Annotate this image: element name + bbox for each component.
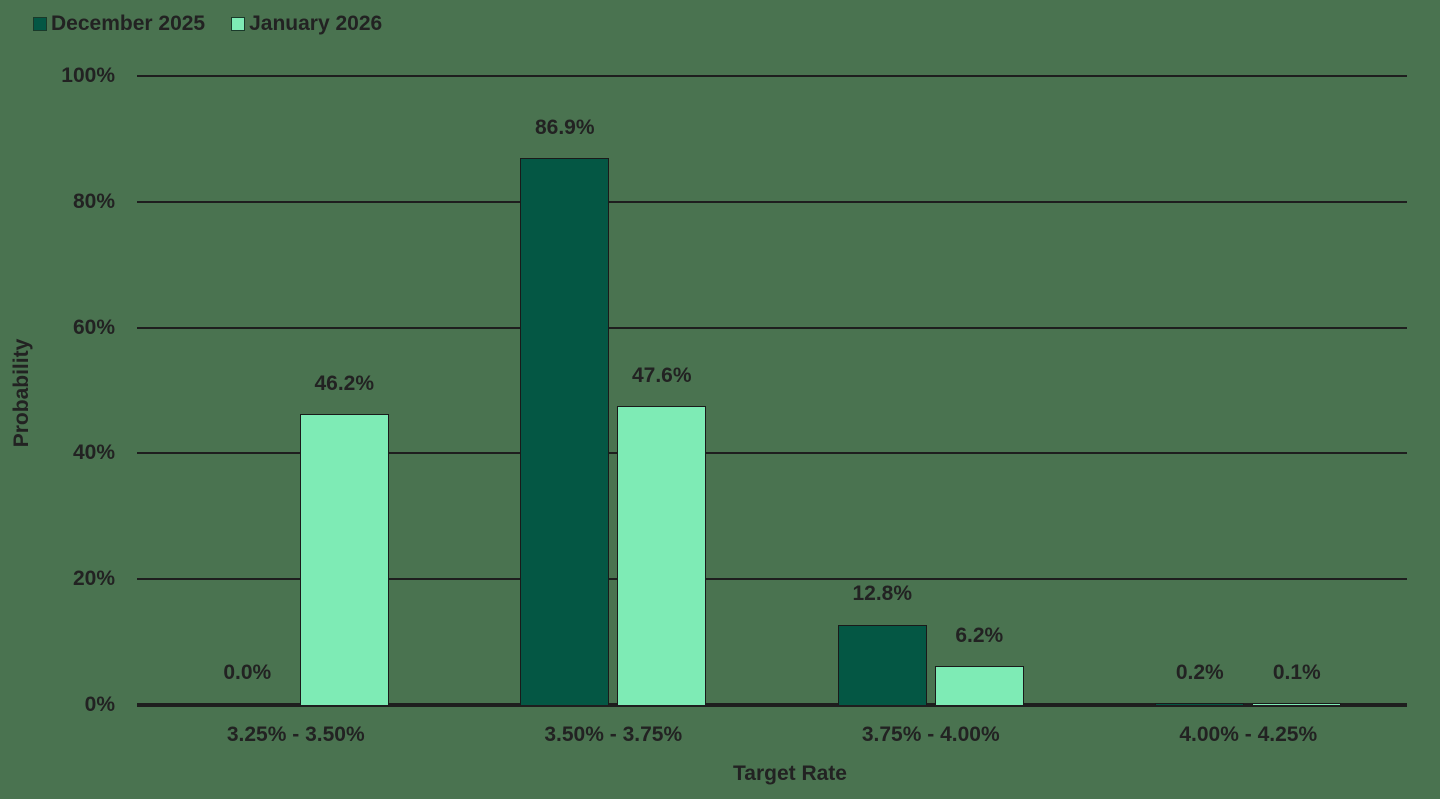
bar-value-label: 86.9% bbox=[534, 116, 595, 140]
y-tick-label: 80% bbox=[72, 189, 115, 213]
bar-january-2026 bbox=[1252, 703, 1342, 705]
y-tick-label: 60% bbox=[72, 315, 115, 339]
x-axis-baseline bbox=[137, 703, 1407, 707]
y-axis-label: Probability bbox=[10, 338, 33, 448]
bar-december-2025 bbox=[520, 158, 610, 705]
bar-january-2026 bbox=[934, 666, 1024, 705]
y-tick-label: 20% bbox=[72, 567, 115, 591]
x-tick-label: 3.25% - 3.50% bbox=[226, 723, 365, 746]
gridline bbox=[137, 578, 1407, 581]
y-tick-label: 40% bbox=[72, 441, 115, 465]
x-axis-label: Target Rate bbox=[733, 762, 847, 785]
bar-value-label: 6.2% bbox=[955, 624, 1004, 647]
bar-value-label: 46.2% bbox=[314, 372, 375, 396]
bar-value-label: 12.8% bbox=[852, 582, 913, 606]
bar-january-2026 bbox=[617, 405, 707, 705]
bar-value-label: 0.0% bbox=[223, 661, 272, 684]
x-tick-label: 3.50% - 3.75% bbox=[544, 723, 683, 746]
legend-label: December 2025 bbox=[51, 12, 206, 35]
bar-december-2025 bbox=[1155, 703, 1245, 705]
y-tick-label: 100% bbox=[61, 64, 115, 87]
y-tick-label: 0% bbox=[84, 693, 115, 716]
bar-december-2025 bbox=[837, 624, 927, 705]
x-tick-label: 3.75% - 4.00% bbox=[861, 723, 1000, 746]
bar-value-label: 47.6% bbox=[631, 363, 692, 387]
x-tick-label: 4.00% - 4.25% bbox=[1179, 723, 1318, 746]
gridline bbox=[137, 326, 1407, 329]
legend-item-january-2026: January 2026 bbox=[231, 12, 382, 36]
gridline bbox=[137, 200, 1407, 203]
plot-area: 0.0% 46.2% 86.9% 47.6% 12.8% 6.2% 0.2% 0.1% bbox=[137, 75, 1407, 707]
legend-swatch-january-2026 bbox=[231, 17, 246, 31]
legend-swatch-december-2025 bbox=[33, 17, 47, 31]
gridline bbox=[137, 452, 1407, 455]
chart-legend: December 2025 January 2026 bbox=[33, 12, 408, 36]
gridline bbox=[137, 75, 1407, 77]
legend-item-december-2025: December 2025 bbox=[33, 12, 205, 36]
bar-january-2026 bbox=[299, 414, 389, 705]
bar-value-label: 0.2% bbox=[1175, 661, 1224, 684]
bar-value-label: 0.1% bbox=[1272, 661, 1321, 684]
legend-label: January 2026 bbox=[249, 12, 383, 35]
